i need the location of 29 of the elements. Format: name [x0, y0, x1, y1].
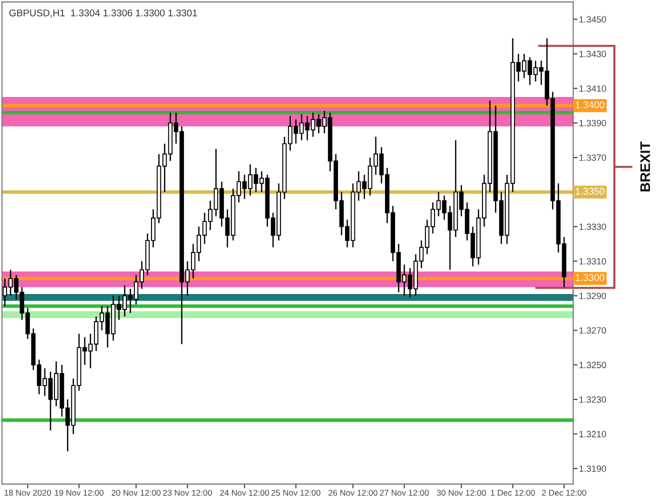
ref-line-label: 1.3400: [576, 101, 604, 108]
y-tick-label: 1.3370: [579, 154, 606, 161]
text: GBPUSD,H1 1.3304 1.3306 1.3300 1.3301: [9, 9, 198, 18]
x-tick-label: 24 Nov 12:00: [220, 490, 269, 496]
x-tick-label: 26 Nov 12:00: [328, 490, 378, 496]
x-tick-label: 19 Nov 12:00: [54, 490, 104, 496]
y-tick-label: 1.3210: [579, 430, 606, 438]
y-tick-label: 1.3330: [579, 224, 606, 230]
y-tick-label: 1.3390: [579, 120, 606, 126]
y-tick-label: 1.3250: [579, 362, 606, 368]
x-tick-label: 20 Nov 12:00: [112, 490, 161, 496]
x-tick-label: 27 Nov 12:00: [380, 490, 429, 496]
y-tick-label: 1.3430: [579, 50, 606, 58]
x-tick-label: 18 Nov 2020: [4, 490, 51, 496]
y-tick-label: 1.3190: [579, 465, 606, 472]
x-tick-label: 30 Nov 12:00: [436, 490, 486, 496]
y-tick-label: 1.3290: [579, 292, 606, 300]
x-tick-label: 23 Nov 12:00: [163, 490, 212, 496]
y-tick-label: 1.3410: [579, 85, 606, 92]
y-tick-label: 1.3270: [579, 327, 606, 334]
x-tick-label: 1 Dec 12:00: [490, 490, 535, 496]
ref-line-label: 1.3300: [576, 274, 604, 282]
y-tick-label: 1.3310: [579, 258, 606, 265]
y-tick-label: 1.3230: [579, 396, 606, 403]
ref-line-label: 1.3350: [576, 188, 604, 195]
x-tick-label: 25 Nov 12:00: [272, 490, 320, 496]
y-tick-label: 1.3450: [579, 16, 606, 23]
text: BREXIT: [640, 142, 650, 192]
x-tick-label: 2 Dec 12:00: [542, 490, 586, 496]
